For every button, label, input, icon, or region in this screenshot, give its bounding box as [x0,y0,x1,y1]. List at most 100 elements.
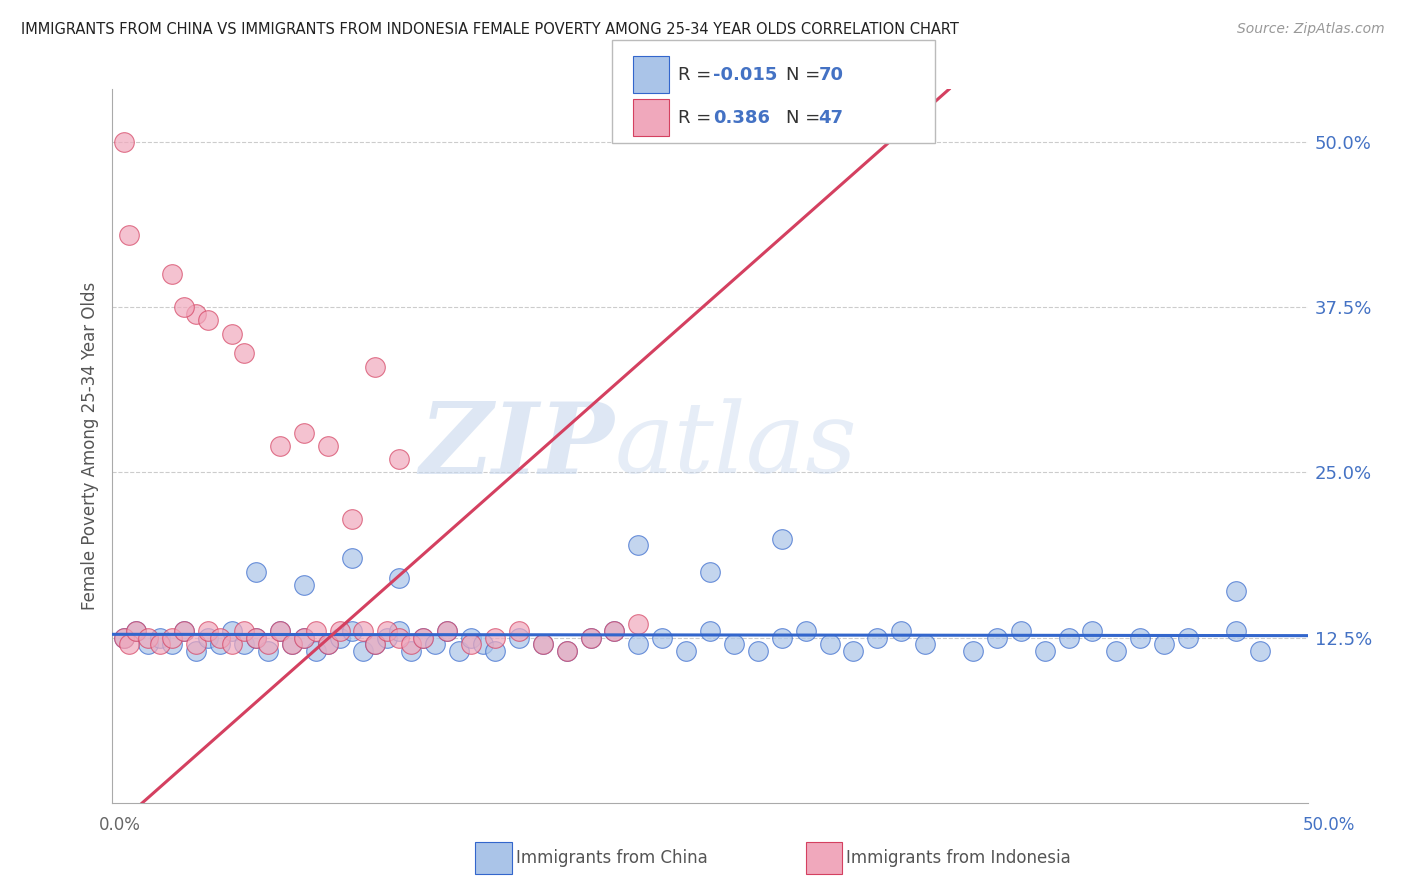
Point [699,565,721,579]
Point [472,637,495,651]
Point [1177,631,1199,645]
Text: Source: ZipAtlas.com: Source: ZipAtlas.com [1237,22,1385,37]
Point [173,300,195,314]
Point [531,637,554,651]
Point [555,644,578,658]
Point [186,307,208,321]
Point [138,637,160,651]
Point [1129,631,1152,645]
Point [1010,624,1032,638]
Text: 50.0%: 50.0% [1302,816,1355,834]
Point [197,313,219,327]
Point [747,644,769,658]
Point [531,637,554,651]
Point [329,631,352,645]
Point [723,637,745,651]
Point [209,631,232,645]
Point [257,644,280,658]
Point [1153,637,1175,651]
Point [292,425,315,440]
Point [292,631,315,645]
Point [125,624,148,638]
Point [401,644,423,658]
Point [377,624,399,638]
Point [377,631,399,645]
Point [245,631,267,645]
Point [114,631,135,645]
Point [627,538,650,552]
Point [118,227,141,242]
Point [508,624,530,638]
Point [316,637,339,651]
Point [460,637,482,651]
Text: 0.0%: 0.0% [98,816,141,834]
Text: ZIP: ZIP [419,398,614,494]
Point [770,631,793,645]
Point [1105,644,1128,658]
Point [352,644,374,658]
Point [627,637,650,651]
Point [233,346,256,360]
Point [412,631,434,645]
Point [603,624,626,638]
Point [352,624,374,638]
Point [221,326,243,341]
Point [245,631,267,645]
Point [447,644,470,658]
Point [962,644,984,658]
Point [197,631,219,645]
Point [986,631,1008,645]
Point [292,631,315,645]
Point [1057,631,1080,645]
Point [1225,584,1247,599]
Point [460,631,482,645]
Point [1081,624,1104,638]
Point [281,637,304,651]
Point [340,551,363,566]
Text: Immigrants from China: Immigrants from China [516,849,707,867]
Point [114,135,135,149]
Point [269,624,291,638]
Point [651,631,673,645]
Point [233,637,256,651]
Point [579,631,602,645]
Point [186,644,208,658]
Point [114,631,135,645]
Point [890,624,912,638]
Point [281,637,304,651]
Text: IMMIGRANTS FROM CHINA VS IMMIGRANTS FROM INDONESIA FEMALE POVERTY AMONG 25-34 YE: IMMIGRANTS FROM CHINA VS IMMIGRANTS FROM… [21,22,959,37]
Point [555,644,578,658]
Y-axis label: Female Poverty Among 25-34 Year Olds: Female Poverty Among 25-34 Year Olds [80,282,98,610]
Point [316,637,339,651]
Text: atlas: atlas [614,399,858,493]
Point [305,624,328,638]
Point [388,571,411,585]
Point [221,637,243,651]
Point [186,637,208,651]
Text: 47: 47 [818,109,844,127]
Point [412,631,434,645]
Point [340,624,363,638]
Point [340,511,363,525]
Point [1225,624,1247,638]
Point [484,631,506,645]
Point [292,578,315,592]
Text: 70: 70 [818,66,844,84]
Point [173,624,195,638]
Text: N =: N = [786,109,825,127]
Point [1249,644,1271,658]
Point [388,631,411,645]
Point [436,624,458,638]
Point [1033,644,1056,658]
Point [364,637,387,651]
Point [269,624,291,638]
Text: 0.386: 0.386 [713,109,770,127]
Point [162,631,183,645]
Point [425,637,447,651]
Point [627,617,650,632]
Text: Immigrants from Indonesia: Immigrants from Indonesia [846,849,1071,867]
Point [866,631,889,645]
Point [233,624,256,638]
Point [221,624,243,638]
Point [794,624,817,638]
